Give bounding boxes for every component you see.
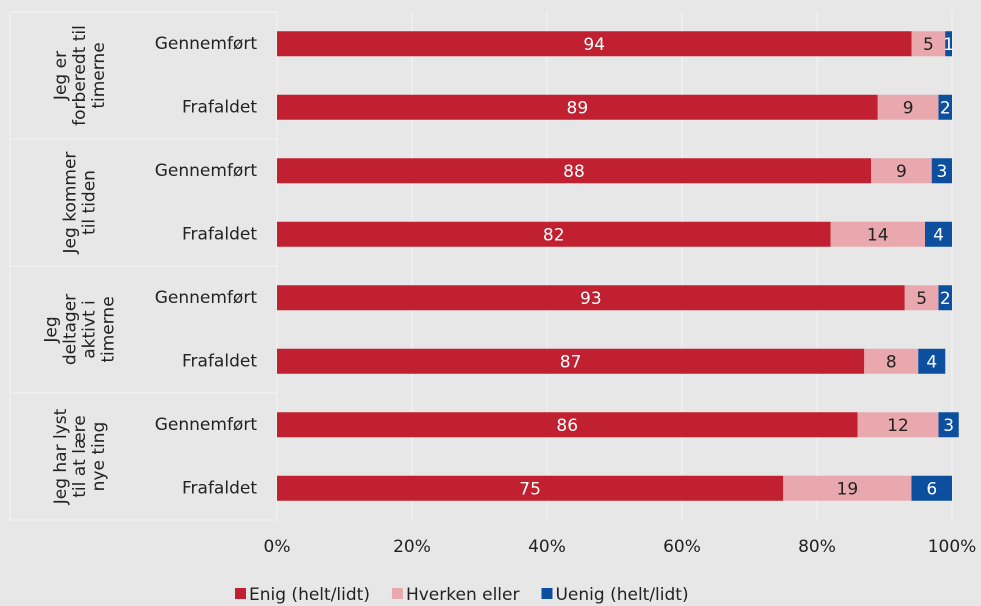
- x-tick-label: 100%: [928, 537, 977, 557]
- legend-label: Enig (helt/lidt): [249, 585, 370, 605]
- category-label: Gennemført: [155, 34, 258, 54]
- bar-segment: [277, 348, 865, 374]
- bar-segment: [911, 475, 952, 501]
- x-tick-label: 60%: [663, 537, 701, 557]
- legend-label: Hverken eller: [406, 585, 520, 605]
- value-label: 19: [837, 479, 859, 499]
- legend-swatch: [541, 588, 553, 599]
- value-label: 9: [903, 98, 914, 118]
- category-label: Frafaldet: [182, 351, 257, 371]
- value-label: 86: [556, 416, 578, 436]
- group-label: aktivt i: [80, 300, 100, 359]
- bar-segment: [277, 94, 878, 120]
- category-label: Frafaldet: [182, 478, 257, 498]
- group-label: forberedt til: [70, 25, 90, 126]
- group-label: Jeg er: [51, 51, 71, 101]
- group-label: deltager: [61, 294, 81, 365]
- value-label: 12: [887, 416, 909, 436]
- value-label: 3: [943, 416, 954, 436]
- group-label: til tiden: [80, 170, 100, 235]
- bar-segment: [783, 475, 912, 501]
- bar-segment: [277, 221, 831, 247]
- value-label: 9: [896, 162, 907, 182]
- x-tick-label: 80%: [798, 537, 836, 557]
- group-label: Jeg har lyst: [51, 408, 71, 505]
- bar-segment: [277, 158, 871, 184]
- group-label: timerne: [99, 296, 119, 362]
- bar-segment: [931, 158, 952, 184]
- bar-segment: [277, 285, 905, 311]
- group-label: Jeg kommer: [61, 152, 81, 255]
- x-tick-label: 40%: [528, 537, 566, 557]
- bar-segment: [918, 348, 946, 374]
- bar-segment: [277, 412, 858, 438]
- value-label: 82: [543, 225, 565, 245]
- legend-label: Uenig (helt/lidt): [555, 585, 688, 605]
- value-label: 3: [936, 162, 947, 182]
- value-label: 5: [916, 289, 927, 309]
- x-tick-label: 20%: [393, 537, 431, 557]
- bar-segment: [911, 31, 946, 57]
- value-label: 1: [943, 35, 954, 55]
- bar-segment: [864, 348, 919, 374]
- category-label: Gennemført: [155, 161, 258, 181]
- value-label: 4: [926, 352, 937, 372]
- value-label: 88: [563, 162, 585, 182]
- bar-segment: [938, 285, 952, 311]
- group-label: Jeg: [42, 316, 62, 343]
- bar-segment: [871, 158, 932, 184]
- value-label: 75: [519, 479, 541, 499]
- value-label: 89: [567, 98, 589, 118]
- value-label: 5: [923, 35, 934, 55]
- value-label: 2: [940, 289, 951, 309]
- group-label: til at lære: [70, 415, 90, 498]
- legend-swatch: [235, 588, 246, 599]
- category-label: Frafaldet: [182, 97, 257, 117]
- bar-segment: [925, 221, 952, 247]
- group-label: timerne: [89, 42, 109, 108]
- bar-segment: [904, 285, 939, 311]
- value-label: 2: [940, 98, 951, 118]
- bar-segment: [830, 221, 925, 247]
- category-label: Gennemført: [155, 288, 258, 308]
- bar-segment: [857, 412, 939, 438]
- bar-segment: [277, 31, 912, 57]
- legend-swatch: [391, 588, 403, 599]
- bar-segment: [945, 31, 952, 57]
- value-label: 4: [933, 225, 944, 245]
- bar-segment: [938, 94, 952, 120]
- value-label: 87: [560, 352, 582, 372]
- value-label: 94: [583, 35, 605, 55]
- category-label: Gennemført: [155, 415, 258, 435]
- value-label: 14: [867, 225, 889, 245]
- x-tick-label: 0%: [264, 537, 291, 557]
- value-label: 93: [580, 289, 602, 309]
- group-label: nye ting: [89, 422, 109, 492]
- value-label: 8: [886, 352, 897, 372]
- bar-segment: [938, 412, 959, 438]
- bar-segment: [877, 94, 939, 120]
- value-label: 6: [926, 479, 937, 499]
- category-label: Frafaldet: [182, 224, 257, 244]
- bar-segment: [277, 475, 784, 501]
